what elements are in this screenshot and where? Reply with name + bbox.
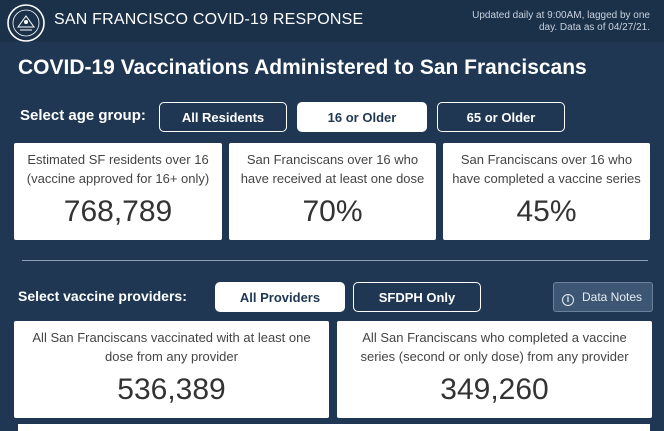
brand-title: SAN FRANCISCO COVID-19 RESPONSE <box>54 11 364 28</box>
city-seal-icon <box>7 4 45 42</box>
age-group-label: Select age group: <box>20 107 146 124</box>
stat-description: All San Franciscans who completed a vacc… <box>360 330 629 364</box>
section-divider <box>22 260 648 261</box>
stat-value: 536,389 <box>117 373 226 406</box>
stat-card-completed-series: All San Franciscans who completed a vacc… <box>337 321 652 418</box>
page-title: COVID-19 Vaccinations Administered to Sa… <box>18 56 587 79</box>
data-notes-label: Data Notes <box>582 290 643 304</box>
next-stat-card-partial <box>18 424 650 431</box>
stat-card-at-least-one-dose: All San Franciscans vaccinated with at l… <box>14 321 329 418</box>
stat-card-one-dose-percent: San Franciscans over 16 who have receive… <box>229 143 436 240</box>
provider-label: Select vaccine providers: <box>18 288 187 304</box>
top-header-bar: SAN FRANCISCO COVID-19 RESPONSE Updated … <box>0 0 664 42</box>
provider-option-all-providers[interactable]: All Providers <box>215 282 345 312</box>
data-notes-button[interactable]: i Data Notes <box>553 282 653 312</box>
stat-description: All San Franciscans vaccinated with at l… <box>32 330 311 364</box>
stat-card-estimated-residents: Estimated SF residents over 16 (vaccine … <box>14 143 222 240</box>
stat-description: San Franciscans over 16 who have receive… <box>240 152 425 186</box>
stat-description: Estimated SF residents over 16 (vaccine … <box>26 152 210 186</box>
update-note: Updated daily at 9:00AM, lagged by one d… <box>472 10 650 33</box>
stat-value: 349,260 <box>440 373 549 406</box>
age-option-all-residents[interactable]: All Residents <box>159 102 287 132</box>
stat-card-completed-percent: San Franciscans over 16 who have complet… <box>443 143 650 240</box>
age-option-16-or-older[interactable]: 16 or Older <box>297 102 427 132</box>
stat-value: 45% <box>516 195 577 228</box>
stat-description: San Franciscans over 16 who have complet… <box>452 152 641 186</box>
age-option-65-or-older[interactable]: 65 or Older <box>437 102 565 132</box>
provider-option-sfdph-only[interactable]: SFDPH Only <box>353 282 481 312</box>
stat-value: 70% <box>302 195 363 228</box>
info-icon: i <box>562 294 574 306</box>
stat-value: 768,789 <box>63 195 173 228</box>
